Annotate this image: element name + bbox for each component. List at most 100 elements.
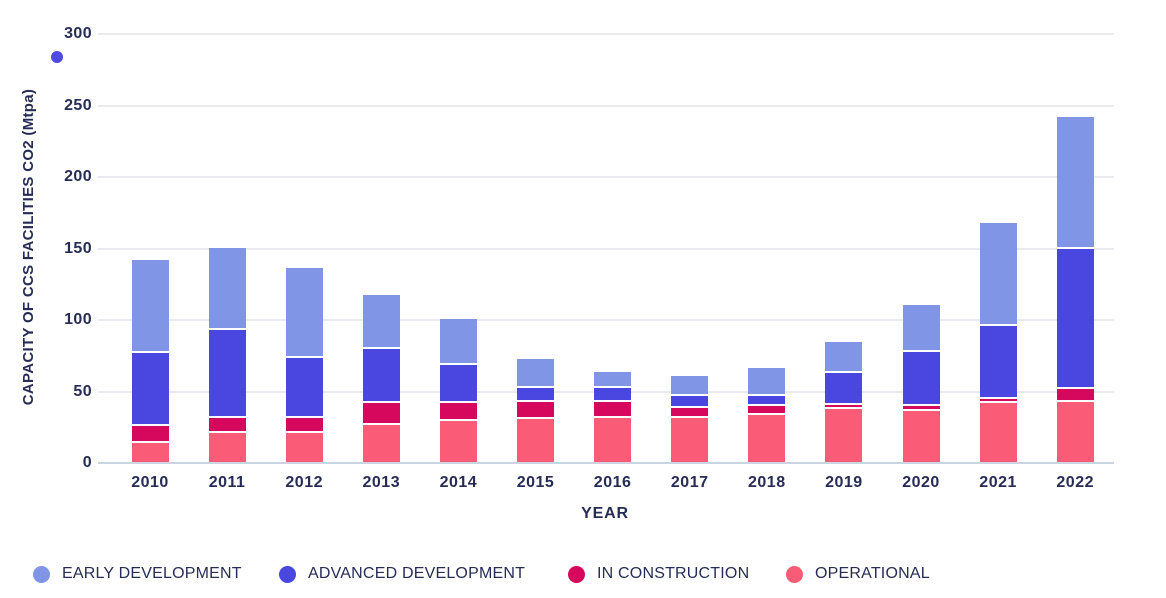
segment-advanced-development-2014[interactable]: [439, 364, 477, 404]
x-tick-label-2013: 2013: [362, 474, 401, 491]
segment-in-construction-2010[interactable]: [131, 426, 169, 444]
segment-operational-2022[interactable]: [1056, 401, 1094, 462]
bar-2015[interactable]: [517, 359, 554, 462]
bar-2019[interactable]: [825, 341, 863, 462]
segment-in-construction-2018[interactable]: [748, 406, 786, 415]
segment-early-development-2012[interactable]: [285, 267, 323, 358]
segment-in-construction-2020[interactable]: [902, 406, 940, 411]
segment-advanced-development-2016[interactable]: [594, 387, 632, 402]
segment-operational-2021[interactable]: [979, 403, 1017, 462]
y-gridline-250: [98, 104, 1114, 107]
in-construction-dot-icon: [568, 565, 585, 583]
legend-label-early-development: EARLY DEVELOPMENT: [62, 565, 242, 582]
bar-2013[interactable]: [362, 294, 400, 462]
bar-2011[interactable]: [208, 247, 246, 462]
segment-advanced-development-2015[interactable]: [517, 387, 554, 402]
segment-advanced-development-2010[interactable]: [131, 353, 169, 427]
segment-in-construction-2021[interactable]: [979, 399, 1017, 404]
segment-operational-2019[interactable]: [825, 409, 863, 462]
y-tick-label-200: 200: [64, 168, 92, 185]
x-axis-title: YEAR: [581, 505, 629, 522]
segment-early-development-2016[interactable]: [594, 371, 632, 388]
segment-advanced-development-2012[interactable]: [285, 357, 323, 418]
x-axis-line: [98, 462, 1114, 464]
segment-early-development-2021[interactable]: [979, 223, 1017, 327]
legend-item-in-construction[interactable]: IN CONSTRUCTION: [568, 565, 749, 583]
segment-operational-2020[interactable]: [902, 410, 940, 462]
stray-dot-icon: [51, 51, 63, 63]
advanced-development-dot-icon: [279, 565, 296, 583]
segment-advanced-development-2020[interactable]: [902, 351, 940, 407]
legend-item-advanced-development[interactable]: ADVANCED DEVELOPMENT: [279, 565, 525, 583]
x-tick-label-2022: 2022: [1056, 474, 1094, 491]
legend-label-operational: OPERATIONAL: [815, 565, 930, 582]
segment-early-development-2015[interactable]: [517, 359, 554, 388]
segment-operational-2015[interactable]: [517, 419, 554, 462]
legend-label-advanced-development: ADVANCED DEVELOPMENT: [308, 565, 526, 582]
segment-early-development-2020[interactable]: [902, 304, 940, 352]
segment-operational-2017[interactable]: [671, 417, 709, 462]
x-tick-label-2021: 2021: [979, 474, 1017, 491]
bar-2021[interactable]: [979, 223, 1017, 462]
bar-2012[interactable]: [285, 267, 323, 462]
segment-advanced-development-2022[interactable]: [1056, 248, 1094, 390]
x-tick-label-2018: 2018: [748, 474, 786, 491]
segment-operational-2013[interactable]: [362, 424, 400, 462]
segment-advanced-development-2018[interactable]: [748, 396, 786, 407]
segment-in-construction-2015[interactable]: [517, 401, 554, 420]
segment-operational-2011[interactable]: [208, 433, 246, 462]
x-tick-label-2019: 2019: [825, 474, 863, 491]
bar-2014[interactable]: [439, 319, 477, 462]
segment-early-development-2010[interactable]: [131, 260, 169, 354]
segment-advanced-development-2011[interactable]: [208, 330, 246, 418]
segment-early-development-2022[interactable]: [1056, 117, 1094, 249]
legend-label-in-construction: IN CONSTRUCTION: [597, 565, 750, 582]
bar-2018[interactable]: [748, 367, 786, 462]
x-tick-label-2011: 2011: [208, 474, 246, 491]
segment-in-construction-2013[interactable]: [362, 403, 400, 425]
segment-in-construction-2016[interactable]: [594, 401, 632, 418]
segment-operational-2018[interactable]: [748, 414, 786, 462]
bar-2016[interactable]: [594, 371, 632, 462]
y-gridline-100: [98, 319, 1114, 321]
y-tick-label-50: 50: [73, 382, 92, 400]
segment-in-construction-2019[interactable]: [825, 404, 863, 410]
segment-in-construction-2014[interactable]: [439, 403, 477, 421]
legend-item-early-development[interactable]: EARLY DEVELOPMENT: [33, 565, 242, 583]
segment-early-development-2017[interactable]: [671, 376, 709, 397]
segment-early-development-2011[interactable]: [208, 247, 246, 331]
segment-advanced-development-2021[interactable]: [979, 326, 1017, 400]
bar-2010[interactable]: [131, 260, 169, 462]
bar-2017[interactable]: [671, 376, 709, 462]
segment-in-construction-2012[interactable]: [285, 417, 323, 434]
x-tick-label-2017: 2017: [670, 474, 709, 491]
segment-early-development-2014[interactable]: [439, 319, 477, 365]
segment-in-construction-2011[interactable]: [208, 417, 246, 434]
segment-early-development-2018[interactable]: [748, 367, 786, 397]
x-tick-label-2016: 2016: [593, 474, 632, 491]
bar-2020[interactable]: [902, 304, 940, 462]
segment-operational-2016[interactable]: [594, 417, 632, 462]
bar-2022[interactable]: [1056, 117, 1094, 462]
segment-early-development-2013[interactable]: [362, 294, 400, 350]
y-gridline-200: [98, 176, 1114, 178]
segment-operational-2010[interactable]: [131, 443, 169, 462]
y-tick-label-0: 0: [82, 454, 92, 471]
early-development-dot-icon: [33, 565, 50, 583]
segment-early-development-2019[interactable]: [825, 341, 863, 374]
x-tick-label-2014: 2014: [439, 474, 478, 491]
x-tick-label-2012: 2012: [285, 474, 323, 491]
y-tick-label-250: 250: [64, 96, 92, 114]
segment-advanced-development-2019[interactable]: [825, 373, 863, 405]
segment-advanced-development-2017[interactable]: [671, 396, 709, 408]
segment-operational-2012[interactable]: [285, 433, 323, 462]
segment-operational-2014[interactable]: [439, 420, 477, 462]
legend-item-operational[interactable]: OPERATIONAL: [786, 565, 930, 583]
operational-dot-icon: [786, 565, 803, 583]
segment-advanced-development-2013[interactable]: [362, 349, 400, 404]
segment-in-construction-2017[interactable]: [671, 407, 709, 418]
x-tick-label-2020: 2020: [902, 474, 940, 491]
segment-in-construction-2022[interactable]: [1056, 389, 1094, 402]
x-tick-label-2015: 2015: [516, 474, 555, 491]
